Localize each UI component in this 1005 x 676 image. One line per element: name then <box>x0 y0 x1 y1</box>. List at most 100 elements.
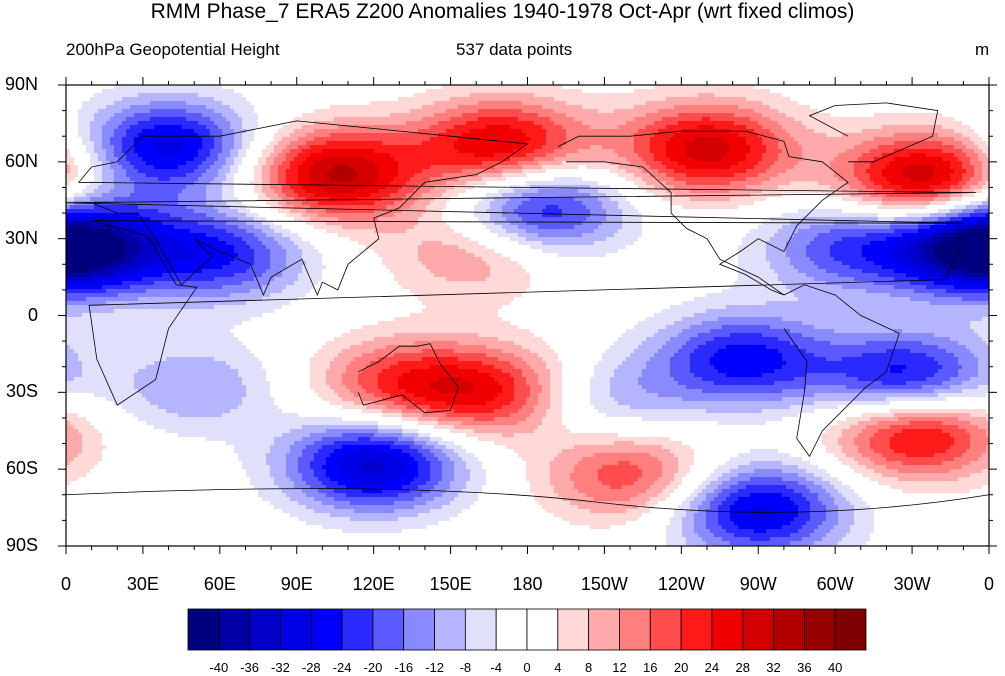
field-cell <box>702 89 706 93</box>
field-cell <box>230 121 234 125</box>
field-cell <box>518 113 522 117</box>
field-cell <box>590 121 594 125</box>
field-cell <box>530 169 534 173</box>
field-cell <box>98 113 102 117</box>
field-cell <box>498 173 502 177</box>
field-cell <box>226 105 230 109</box>
field-cell <box>342 125 346 129</box>
field-cell <box>662 173 666 177</box>
field-cell <box>722 133 726 137</box>
field-cell <box>506 173 510 177</box>
field-cell <box>602 133 606 137</box>
field-cell <box>962 169 966 173</box>
field-cell <box>142 121 146 125</box>
field-cell <box>202 157 206 161</box>
field-cell <box>114 97 118 101</box>
field-cell <box>298 169 302 173</box>
field-cell <box>834 153 838 157</box>
field-cell <box>734 97 738 101</box>
field-cell <box>602 129 606 133</box>
field-cell <box>702 157 706 161</box>
field-cell <box>582 161 586 165</box>
field-cell <box>906 149 910 153</box>
field-cell <box>182 185 186 189</box>
field-cell <box>950 169 954 173</box>
field-cell <box>754 153 758 157</box>
field-cell <box>982 157 986 161</box>
field-cell <box>378 109 382 113</box>
field-cell <box>178 105 182 109</box>
field-cell <box>442 165 446 169</box>
field-cell <box>438 121 442 125</box>
field-cell <box>842 153 846 157</box>
field-cell <box>698 137 702 141</box>
field-cell <box>298 185 302 189</box>
field-cell <box>350 173 354 177</box>
field-cell <box>654 101 658 105</box>
field-cell <box>642 153 646 157</box>
field-cell <box>342 133 346 137</box>
field-cell <box>410 121 414 125</box>
field-cell <box>382 121 386 125</box>
field-cell <box>590 125 594 129</box>
field-cell <box>334 121 338 125</box>
field-cell <box>702 85 706 89</box>
field-cell <box>358 153 362 157</box>
field-cell <box>778 141 782 145</box>
field-cell <box>650 141 654 145</box>
field-cell <box>890 181 894 185</box>
field-cell <box>386 165 390 169</box>
field-cell <box>614 101 618 105</box>
field-cell <box>410 149 414 153</box>
field-cell <box>690 173 694 177</box>
field-cell <box>290 121 294 125</box>
field-cell <box>650 133 654 137</box>
field-cell <box>430 113 434 117</box>
field-cell <box>202 93 206 97</box>
field-cell <box>378 129 382 133</box>
field-cell <box>374 149 378 153</box>
field-cell <box>234 149 238 153</box>
field-cell <box>374 105 378 109</box>
field-cell <box>234 153 238 157</box>
field-cell <box>346 161 350 165</box>
field-cell <box>766 137 770 141</box>
field-cell <box>530 133 534 137</box>
field-cell <box>478 169 482 173</box>
field-cell <box>654 129 658 133</box>
field-cell <box>366 141 370 145</box>
field-cell <box>170 161 174 165</box>
field-cell <box>522 185 526 189</box>
field-cell <box>938 181 942 185</box>
field-cell <box>426 149 430 153</box>
field-cell <box>566 89 570 93</box>
field-cell <box>982 145 986 149</box>
field-cell <box>206 173 210 177</box>
field-cell <box>98 109 102 113</box>
field-cell <box>854 169 858 173</box>
field-cell <box>310 113 314 117</box>
field-cell <box>782 145 786 149</box>
field-cell <box>466 117 470 121</box>
field-cell <box>462 153 466 157</box>
field-cell <box>738 173 742 177</box>
field-cell <box>498 85 502 89</box>
field-cell <box>678 161 682 165</box>
field-cell <box>834 133 838 137</box>
field-cell <box>186 161 190 165</box>
field-cell <box>166 129 170 133</box>
field-cell <box>466 149 470 153</box>
field-cell <box>446 133 450 137</box>
field-cell <box>810 181 814 185</box>
field-cell <box>418 169 422 173</box>
field-cell <box>582 185 586 189</box>
field-cell <box>98 117 102 121</box>
field-cell <box>254 177 258 181</box>
field-cell <box>290 145 294 149</box>
field-cell <box>562 133 566 137</box>
field-cell <box>302 129 306 133</box>
field-cell <box>322 141 326 145</box>
field-cell <box>858 181 862 185</box>
field-cell <box>138 121 142 125</box>
field-cell <box>758 93 762 97</box>
